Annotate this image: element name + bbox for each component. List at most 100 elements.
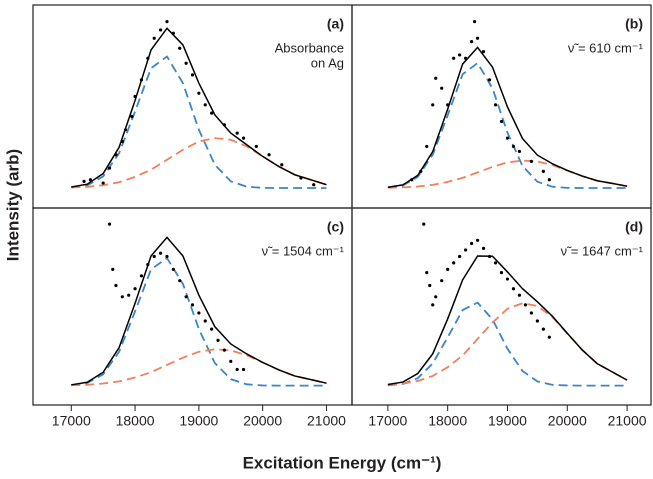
- data-point: [190, 73, 195, 77]
- panel-label: (a): [327, 16, 344, 32]
- annotation: ν̃ = 610 cm⁻¹: [568, 40, 644, 55]
- data-point: [165, 254, 169, 259]
- data-point: [452, 56, 456, 60]
- data-point: [431, 103, 435, 107]
- annotation: ν̃ = 1647 cm⁻¹: [561, 243, 644, 258]
- data-point: [133, 287, 137, 291]
- data-point: [101, 181, 105, 185]
- data-point: [410, 178, 414, 182]
- data-point: [241, 367, 246, 372]
- data-point: [229, 359, 233, 364]
- data-point: [197, 91, 201, 95]
- panel-label: (c): [327, 219, 344, 235]
- fit-total: [71, 27, 327, 188]
- data-point: [440, 279, 444, 283]
- data-point: [452, 261, 456, 265]
- data-point: [127, 293, 131, 297]
- data-point: [120, 139, 124, 144]
- x-tick-label: 18000: [428, 413, 467, 429]
- fit-component: [71, 55, 327, 189]
- data-point: [222, 348, 226, 352]
- data-point: [511, 287, 516, 291]
- data-point: [82, 179, 86, 183]
- fit-component: [387, 301, 628, 387]
- data-point: [487, 78, 492, 82]
- x-tick-label: 18000: [116, 413, 155, 429]
- data-point: [146, 262, 150, 267]
- x-axis-title: Excitation Energy (cm⁻¹): [243, 453, 442, 472]
- data-point: [425, 270, 429, 275]
- data-point: [523, 303, 528, 307]
- data-point: [241, 136, 246, 140]
- data-point: [197, 311, 201, 315]
- fit-component: [71, 348, 327, 387]
- x-tick-label: 17000: [368, 413, 407, 429]
- data-point: [547, 178, 551, 182]
- data-point: [159, 251, 163, 255]
- data-point: [511, 144, 516, 149]
- data-point: [184, 61, 188, 65]
- data-point: [312, 183, 316, 187]
- data-point: [114, 153, 118, 157]
- fit-component: [387, 302, 628, 386]
- data-point: [130, 114, 134, 119]
- data-point: [493, 103, 498, 107]
- annotation: Absorbance: [275, 40, 344, 55]
- fit-total: [71, 236, 327, 386]
- data-point: [171, 31, 175, 35]
- fit-total: [387, 255, 628, 386]
- data-point: [446, 103, 450, 107]
- data-point: [431, 303, 435, 307]
- data-point: [267, 153, 271, 157]
- data-point: [499, 119, 504, 124]
- annotation: ν̃ = 1504 cm⁻¹: [262, 243, 345, 258]
- panel-frame: [351, 4, 652, 209]
- data-point: [133, 94, 137, 99]
- data-point: [139, 274, 144, 278]
- data-point: [178, 279, 182, 283]
- data-point: [434, 76, 438, 80]
- fit-total: [387, 46, 628, 188]
- x-tick-label: 17000: [52, 413, 91, 429]
- data-point: [547, 335, 551, 339]
- x-tick-label: 21000: [307, 413, 346, 429]
- data-point: [440, 86, 444, 90]
- data-point: [203, 103, 207, 107]
- x-tick-label: 19000: [179, 413, 218, 429]
- data-point: [481, 49, 486, 54]
- fit-component: [71, 256, 327, 387]
- data-point: [475, 36, 480, 40]
- x-tick-label: 19000: [488, 413, 527, 429]
- data-point: [123, 128, 128, 132]
- data-point: [111, 267, 115, 271]
- data-point: [535, 319, 539, 323]
- data-point: [114, 283, 118, 288]
- data-point: [458, 254, 462, 259]
- data-point: [152, 254, 156, 259]
- data-point: [517, 149, 522, 154]
- data-point: [184, 295, 188, 299]
- data-point: [235, 367, 239, 372]
- data-point: [529, 159, 534, 164]
- data-point: [505, 277, 510, 281]
- data-point: [487, 254, 492, 259]
- data-point: [254, 144, 258, 149]
- y-axis-title: Intensity (arb): [3, 149, 22, 261]
- annotation: on Ag: [311, 55, 344, 70]
- data-point: [203, 319, 207, 323]
- panel-label: (b): [625, 16, 643, 32]
- panel-label: (d): [625, 219, 643, 235]
- data-point: [541, 327, 545, 331]
- data-point: [541, 169, 545, 173]
- data-point: [280, 163, 284, 167]
- data-point: [425, 144, 429, 149]
- data-point: [493, 261, 498, 265]
- data-point: [529, 311, 534, 315]
- fit-component: [387, 61, 628, 189]
- data-point: [419, 169, 423, 173]
- data-point: [178, 46, 182, 50]
- data-point: [235, 131, 239, 135]
- x-tick-label: 21000: [608, 413, 647, 429]
- panel-frame: [351, 207, 652, 406]
